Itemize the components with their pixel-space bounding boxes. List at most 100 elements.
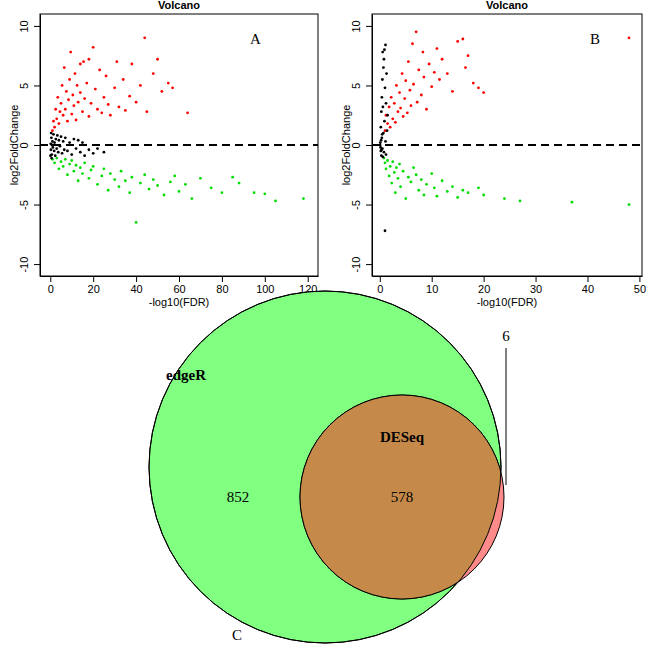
point [113,178,116,181]
point [503,197,506,200]
point [53,126,56,129]
point [407,60,410,63]
point [60,135,63,138]
point [75,147,78,150]
point [64,136,67,139]
y-tick-label: 0 [18,142,30,148]
y-tick-label: -5 [18,200,30,210]
point [404,79,407,82]
point [386,159,389,162]
point [71,94,74,97]
point [81,110,84,113]
point [391,160,394,163]
point [77,139,80,142]
point [103,167,106,170]
point [82,60,85,63]
point [62,114,65,117]
point [381,78,384,81]
reference-line [372,144,642,146]
point [384,140,387,143]
point [397,177,400,180]
point [67,98,70,101]
x-tick-label: 40 [130,283,142,295]
point [380,136,383,139]
point [52,120,55,123]
y-tick-mark [366,85,372,86]
x-tick-mark [136,276,137,282]
plot-frame [40,14,318,276]
x-axis: 020406080100120 [41,276,319,295]
point [417,189,420,192]
point [156,58,159,61]
point [135,221,138,224]
point [50,157,53,160]
point [412,83,415,86]
point [53,150,56,153]
point [60,102,63,105]
point [139,182,142,185]
point [75,164,78,167]
point [382,66,385,69]
title: Volcano [158,0,200,11]
point [417,69,420,72]
point [410,181,413,184]
x-tick: 40 [130,276,142,295]
x-tick-label: 50 [634,283,646,295]
point [379,141,382,144]
point [61,84,64,87]
volcano-plot: 01020304050-10-50510Volcano-log10(FDR)lo… [340,0,646,308]
set-label: edgeR [166,367,206,383]
point [50,132,53,135]
x-tick-mark [308,276,309,282]
point [72,170,75,173]
point [385,72,388,75]
point [79,91,82,94]
point [83,97,86,100]
x-tick-label: 20 [88,283,100,295]
point [79,166,82,169]
point [384,229,387,232]
point [54,108,57,111]
point [402,170,405,173]
point [464,66,467,69]
x-tick: 30 [530,276,542,295]
y-tick: -5 [350,200,372,210]
y-tick-label: 10 [350,20,362,32]
y-tick-mark [34,85,40,86]
point [85,82,88,85]
region-count: 852 [227,489,250,505]
point [143,36,146,39]
point [379,126,382,129]
region-count: 578 [391,489,414,505]
point [122,78,125,81]
y-tick-label: -10 [350,257,362,273]
point [388,175,391,178]
x-tick: 20 [88,276,100,295]
y-tick: 0 [350,142,372,148]
point [425,108,428,111]
point [130,176,133,179]
point [253,191,256,194]
point [398,163,401,166]
point [386,122,389,125]
point [425,183,428,186]
point [456,196,459,199]
point [70,159,73,162]
point [441,179,444,182]
y-tick-mark [366,145,372,146]
point [382,105,385,108]
x-tick: 60 [173,276,185,295]
point [113,86,116,89]
volcano-plot: 020406080100120-10-50510Volcano-log10(FD… [8,0,319,308]
x-tick-mark [587,276,588,282]
y-tick: -10 [350,257,372,273]
point [103,151,106,154]
point [143,173,146,176]
x-axis-title: -log10(FDR) [477,296,538,308]
point [423,76,426,79]
point [79,151,82,154]
point [184,183,187,186]
point [83,154,86,157]
y-tick: 5 [350,83,372,89]
point [68,141,71,144]
